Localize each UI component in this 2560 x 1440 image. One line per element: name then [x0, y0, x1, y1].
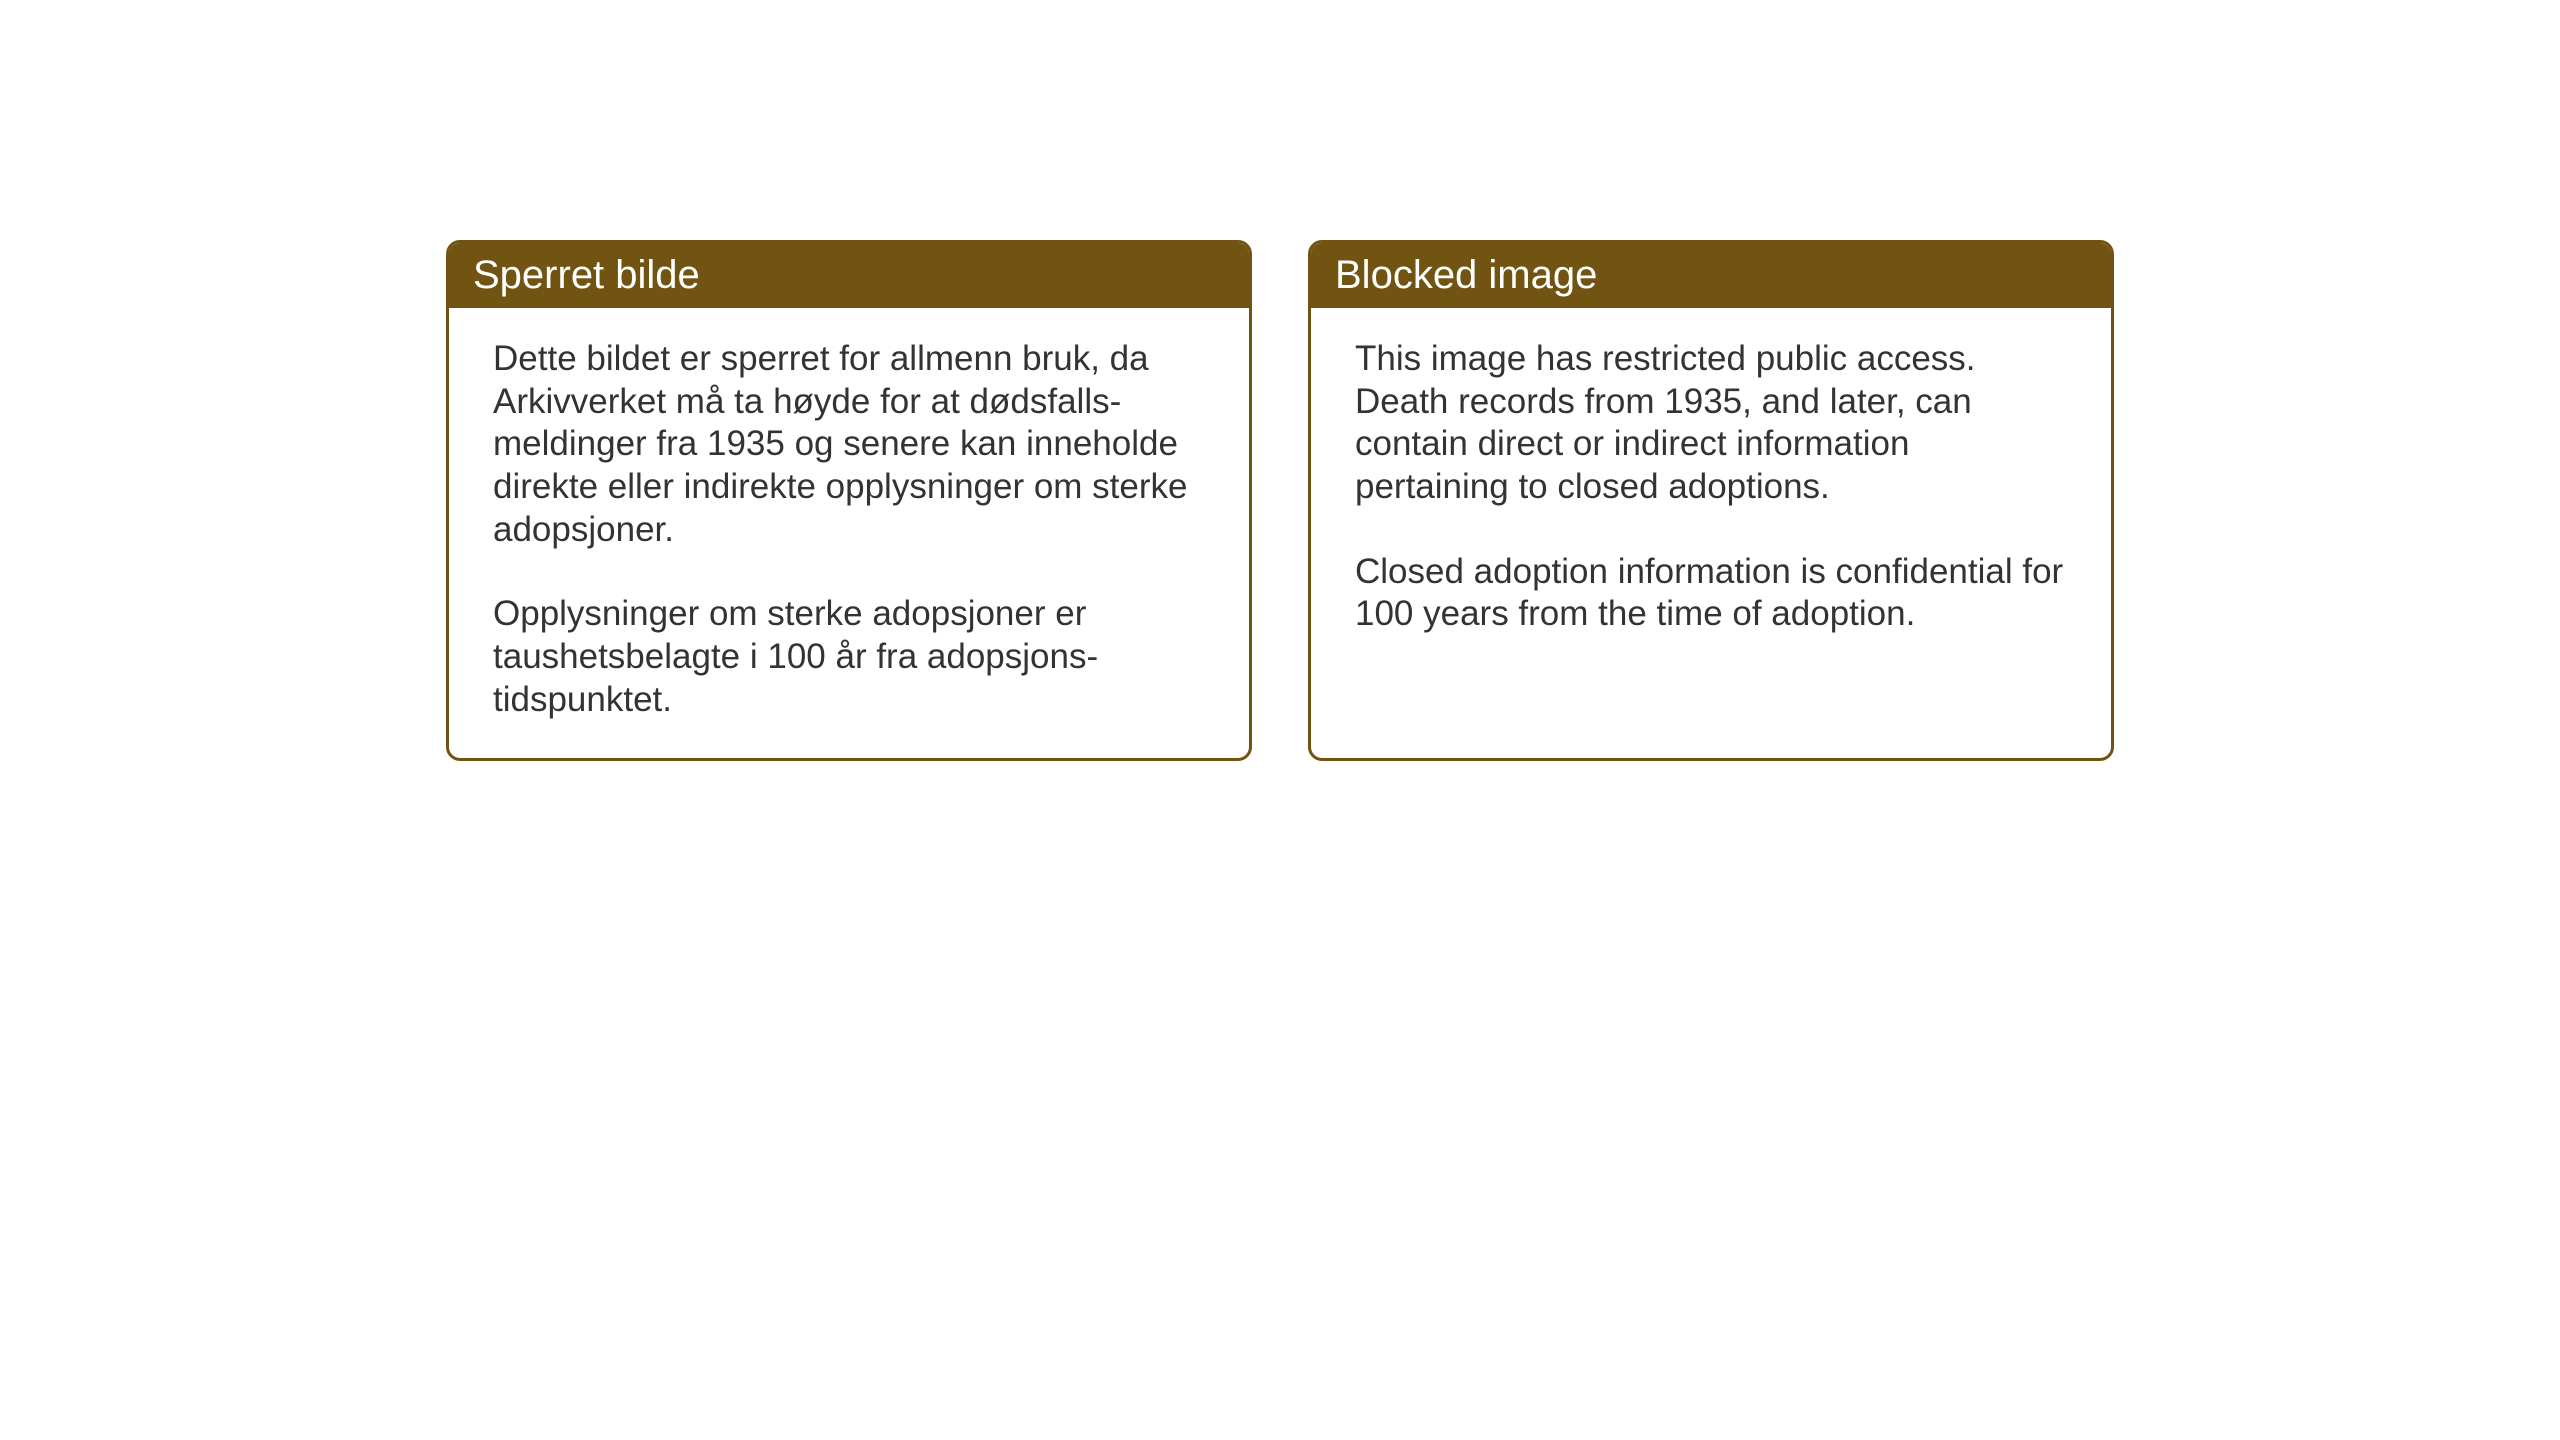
norwegian-card-title: Sperret bilde — [449, 243, 1249, 308]
norwegian-paragraph-1: Dette bildet er sperret for allmenn bruk… — [493, 338, 1205, 551]
english-card-body: This image has restricted public access.… — [1311, 308, 2111, 672]
english-card-title: Blocked image — [1311, 243, 2111, 308]
english-card: Blocked image This image has restricted … — [1308, 240, 2114, 761]
english-paragraph-2: Closed adoption information is confident… — [1355, 551, 2067, 636]
english-paragraph-1: This image has restricted public access.… — [1355, 338, 2067, 509]
cards-container: Sperret bilde Dette bildet er sperret fo… — [446, 240, 2114, 761]
norwegian-card: Sperret bilde Dette bildet er sperret fo… — [446, 240, 1252, 761]
norwegian-paragraph-2: Opplysninger om sterke adopsjoner er tau… — [493, 593, 1205, 721]
norwegian-card-body: Dette bildet er sperret for allmenn bruk… — [449, 308, 1249, 758]
